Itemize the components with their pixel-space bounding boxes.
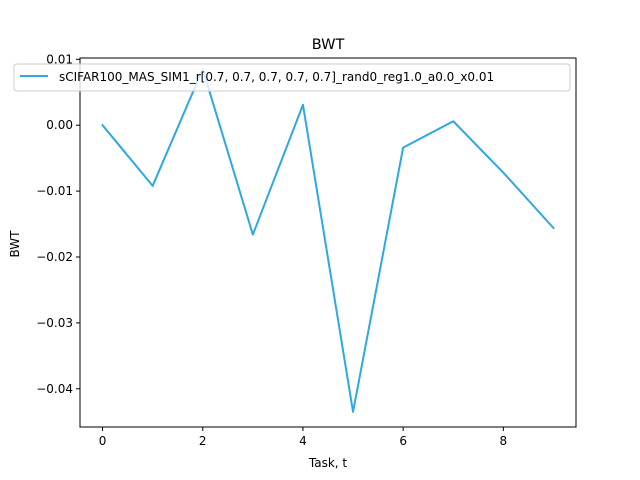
y-axis-label: BWT: [8, 230, 22, 258]
x-tick-label: 0: [99, 434, 107, 448]
x-axis-label: Task, t: [308, 456, 348, 470]
y-tick-label: −0.02: [36, 250, 73, 264]
series-line-0: [101, 68, 555, 413]
axes-frame: [79, 57, 577, 428]
x-tick-label: 4: [299, 434, 307, 448]
x-tick-label: 8: [500, 434, 508, 448]
y-axis: 0.01 0.00 −0.01 −0.02 −0.03 −0.04: [36, 52, 80, 396]
x-axis: 0 2 4 6 8: [99, 427, 507, 448]
plot-area: [79, 57, 577, 428]
x-tick-label: 6: [399, 434, 407, 448]
chart-title: BWT: [312, 37, 345, 53]
legend-box: [13, 63, 571, 92]
y-tick-label: 0.01: [46, 52, 73, 66]
legend: sCIFAR100_MAS_SIM1_r[0.7, 0.7, 0.7, 0.7,…: [13, 63, 571, 92]
y-tick-label: 0.00: [46, 118, 73, 132]
y-tick-label: −0.04: [36, 382, 73, 396]
y-tick-label: −0.01: [36, 184, 73, 198]
legend-label: sCIFAR100_MAS_SIM1_r[0.7, 0.7, 0.7, 0.7,…: [59, 70, 494, 84]
y-tick-label: −0.03: [36, 316, 73, 330]
x-tick-label: 2: [199, 434, 207, 448]
